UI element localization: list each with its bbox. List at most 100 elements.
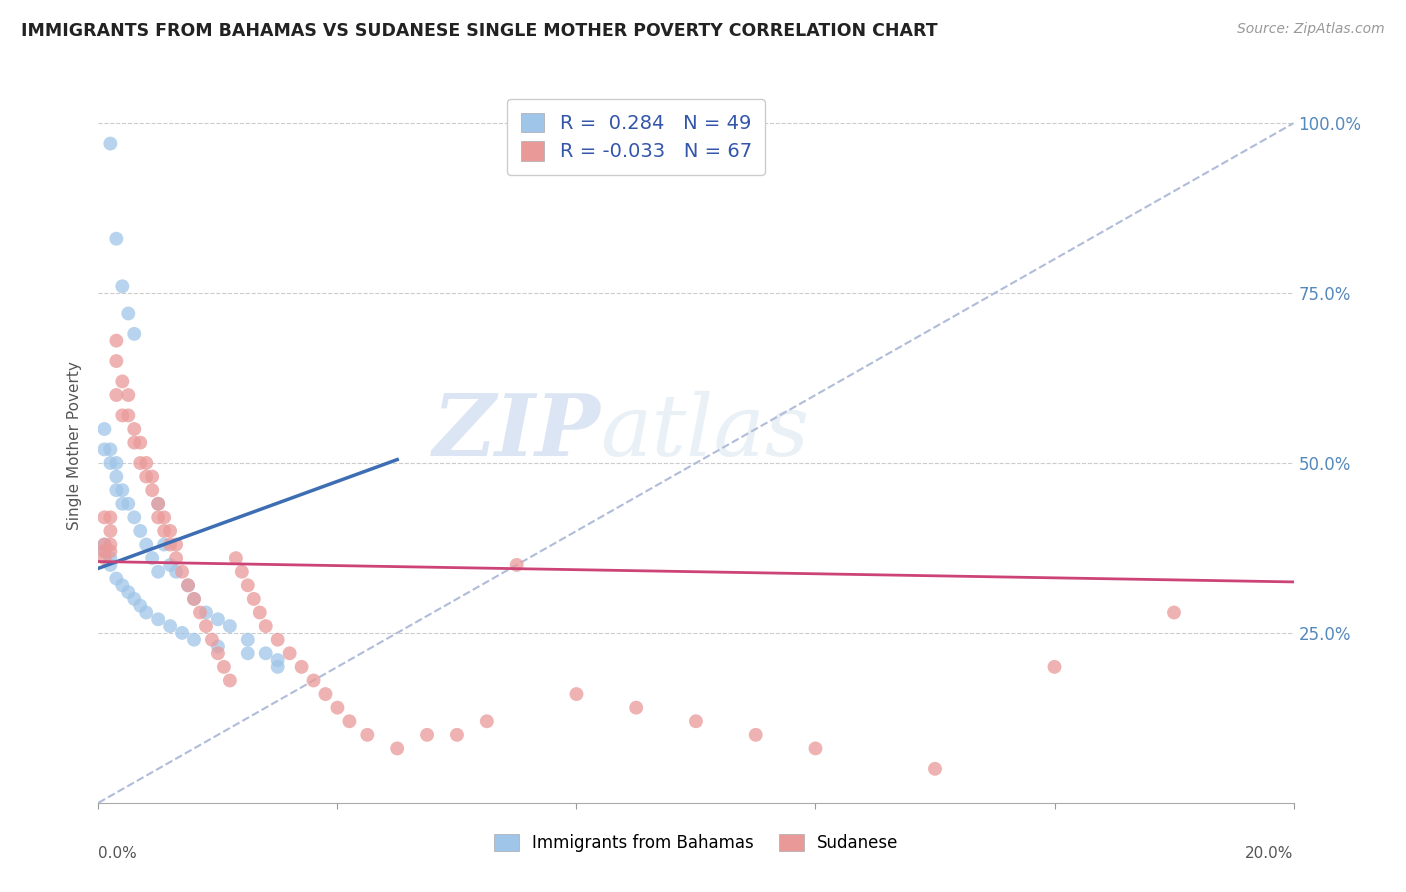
Point xyxy=(207,612,229,626)
Point xyxy=(278,646,301,660)
Point xyxy=(159,619,181,633)
Point xyxy=(93,544,115,558)
Point xyxy=(219,673,242,688)
Point xyxy=(183,632,205,647)
Point xyxy=(93,510,115,524)
Point xyxy=(267,632,290,647)
Point xyxy=(291,660,314,674)
Point xyxy=(129,599,152,613)
Point xyxy=(302,673,325,688)
Point xyxy=(159,558,181,572)
Point xyxy=(159,524,181,538)
Point xyxy=(141,483,163,498)
Point xyxy=(177,578,200,592)
Point xyxy=(129,524,152,538)
Point xyxy=(416,728,439,742)
Point xyxy=(105,334,128,348)
Point xyxy=(249,606,271,620)
Point xyxy=(124,591,146,606)
Point xyxy=(124,422,146,436)
Point xyxy=(129,456,152,470)
Point xyxy=(105,354,128,368)
Point xyxy=(124,326,146,341)
Point xyxy=(93,551,115,566)
Point xyxy=(339,714,361,729)
Point xyxy=(207,640,229,654)
Point xyxy=(98,558,122,572)
Point xyxy=(98,510,122,524)
Point xyxy=(924,762,946,776)
Point xyxy=(148,497,170,511)
Point xyxy=(105,469,128,483)
Point xyxy=(93,442,115,457)
Point xyxy=(1163,606,1185,620)
Point xyxy=(212,660,235,674)
Point xyxy=(172,565,194,579)
Text: ZIP: ZIP xyxy=(433,390,600,474)
Point xyxy=(141,551,163,566)
Point xyxy=(1043,660,1066,674)
Point xyxy=(231,565,253,579)
Legend: Immigrants from Bahamas, Sudanese: Immigrants from Bahamas, Sudanese xyxy=(481,821,911,866)
Point xyxy=(98,524,122,538)
Point xyxy=(267,653,290,667)
Point xyxy=(356,728,378,742)
Point xyxy=(243,591,266,606)
Point xyxy=(804,741,827,756)
Point xyxy=(225,551,247,566)
Point xyxy=(165,537,187,551)
Point xyxy=(159,537,181,551)
Point xyxy=(183,591,205,606)
Point xyxy=(117,306,139,320)
Point xyxy=(129,435,152,450)
Point xyxy=(124,435,146,450)
Point xyxy=(148,565,170,579)
Point xyxy=(148,612,170,626)
Text: 0.0%: 0.0% xyxy=(98,846,138,861)
Point xyxy=(98,136,122,151)
Point xyxy=(98,544,122,558)
Point xyxy=(685,714,707,729)
Text: 20.0%: 20.0% xyxy=(1246,846,1294,861)
Text: IMMIGRANTS FROM BAHAMAS VS SUDANESE SINGLE MOTHER POVERTY CORRELATION CHART: IMMIGRANTS FROM BAHAMAS VS SUDANESE SING… xyxy=(21,22,938,40)
Point xyxy=(135,537,157,551)
Point xyxy=(315,687,337,701)
Point xyxy=(207,646,229,660)
Point xyxy=(135,469,157,483)
Point xyxy=(135,456,157,470)
Point xyxy=(148,510,170,524)
Point xyxy=(105,388,128,402)
Point xyxy=(475,714,498,729)
Point xyxy=(111,409,134,423)
Point xyxy=(111,497,134,511)
Point xyxy=(93,537,115,551)
Point xyxy=(385,741,409,756)
Point xyxy=(236,646,259,660)
Point xyxy=(183,591,205,606)
Point xyxy=(165,551,187,566)
Point xyxy=(148,497,170,511)
Point xyxy=(254,646,277,660)
Point xyxy=(506,558,529,572)
Point xyxy=(141,469,163,483)
Point xyxy=(188,606,211,620)
Point xyxy=(98,442,122,457)
Point xyxy=(105,572,128,586)
Point xyxy=(93,537,115,551)
Point xyxy=(165,565,187,579)
Y-axis label: Single Mother Poverty: Single Mother Poverty xyxy=(67,361,83,531)
Point xyxy=(98,456,122,470)
Point xyxy=(153,524,176,538)
Point xyxy=(111,375,134,389)
Point xyxy=(98,551,122,566)
Point xyxy=(111,279,134,293)
Point xyxy=(124,510,146,524)
Point xyxy=(219,619,242,633)
Point xyxy=(135,606,157,620)
Point xyxy=(565,687,588,701)
Point xyxy=(236,632,259,647)
Point xyxy=(153,537,176,551)
Point xyxy=(111,578,134,592)
Point xyxy=(93,422,115,436)
Point xyxy=(446,728,468,742)
